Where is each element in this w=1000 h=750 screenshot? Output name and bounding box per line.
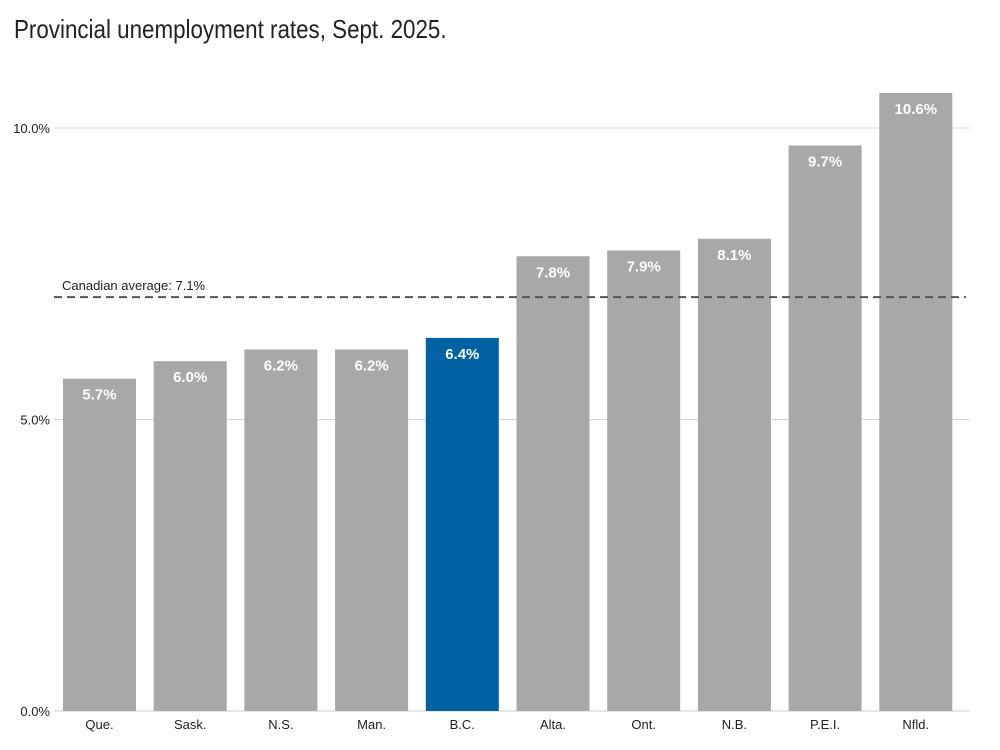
data-label: 7.9% <box>627 258 661 275</box>
bars: 5.7% 6.0% 6.2% 6.2% 6.4% 7.8% 7.9% 8.1% 9.7% 10.6… <box>63 93 953 712</box>
x-tick-label: B.C. <box>450 717 475 732</box>
data-label: 10.6% <box>895 101 938 118</box>
data-label: 6.0% <box>173 369 207 386</box>
y-axis-ticks: 0.0% 5.0% 10.0% <box>13 121 50 719</box>
x-tick-label: Sask. <box>174 717 207 732</box>
bar <box>63 378 136 711</box>
x-tick-label: Nfld. <box>902 717 929 732</box>
x-tick-label: P.E.I. <box>810 717 840 732</box>
y-tick-label: 5.0% <box>20 413 50 428</box>
data-label: 8.1% <box>717 247 751 264</box>
bar <box>335 349 409 711</box>
x-tick-label: Man. <box>357 717 386 732</box>
bar <box>607 250 681 711</box>
x-axis-labels: Que. Sask. N.S. Man. B.C. Alta. Ont. N.B. P.E.I.… <box>85 717 929 732</box>
data-label: 7.8% <box>536 264 570 281</box>
bar <box>788 145 862 712</box>
x-tick-label: Ont. <box>631 717 656 732</box>
y-tick-label: 0.0% <box>20 704 50 719</box>
bar <box>516 256 590 711</box>
bar <box>879 93 953 711</box>
reference-line-group: Canadian average: 7.1% <box>54 278 966 299</box>
data-label: 6.2% <box>354 358 388 375</box>
y-tick-label: 10.0% <box>13 121 50 136</box>
data-label: 5.7% <box>82 387 116 404</box>
data-label: 6.2% <box>264 358 298 375</box>
bar <box>697 238 771 711</box>
bar <box>153 361 227 711</box>
data-label: 6.4% <box>445 346 479 363</box>
x-tick-label: Que. <box>85 717 113 732</box>
x-tick-label: N.S. <box>268 717 293 732</box>
bar <box>425 337 499 711</box>
data-label: 9.7% <box>808 153 842 170</box>
x-tick-label: N.B. <box>722 717 747 732</box>
reference-line-label: Canadian average: 7.1% <box>62 278 206 293</box>
bar <box>244 349 318 711</box>
chart-title: Provincial unemployment rates, Sept. 202… <box>14 14 447 44</box>
x-tick-label: Alta. <box>540 717 566 732</box>
